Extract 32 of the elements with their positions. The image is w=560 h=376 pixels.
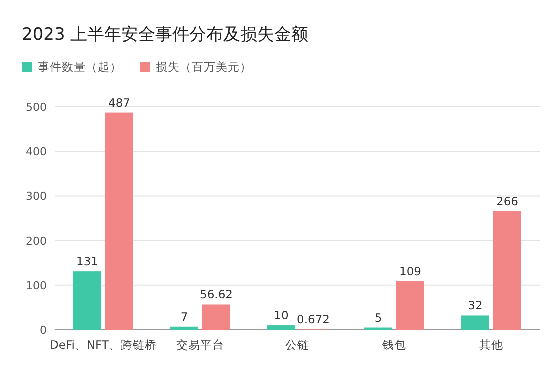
x-tick-label: 公链 bbox=[286, 338, 310, 352]
bar bbox=[202, 304, 230, 330]
data-label: 131 bbox=[76, 254, 98, 269]
x-tick-label: 其他 bbox=[480, 338, 504, 352]
bar bbox=[396, 281, 424, 330]
y-tick-label: 300 bbox=[26, 190, 47, 204]
data-label: 0.672 bbox=[297, 312, 330, 327]
y-tick-label: 0 bbox=[40, 324, 47, 337]
bar bbox=[74, 272, 102, 330]
data-label: 7 bbox=[180, 310, 188, 324]
data-label: 109 bbox=[400, 264, 422, 278]
chart-title: 2023 上半年安全事件分布及损失金额 bbox=[22, 25, 309, 45]
bar bbox=[170, 326, 198, 330]
bar bbox=[462, 316, 490, 330]
data-label: 5 bbox=[374, 310, 382, 325]
bar bbox=[494, 211, 522, 330]
legend-label: 损失（百万美元） bbox=[156, 60, 252, 74]
y-tick-label: 400 bbox=[26, 146, 47, 159]
x-tick-label: 钱包 bbox=[382, 338, 406, 352]
bar bbox=[106, 112, 134, 330]
x-tick-label: DeFi、NFT、跨链桥 bbox=[50, 338, 157, 352]
data-label: 32 bbox=[468, 298, 483, 313]
y-tick-label: 500 bbox=[26, 101, 47, 114]
y-tick-label: 100 bbox=[26, 279, 47, 292]
data-label: 10 bbox=[274, 308, 289, 323]
data-label: 56.62 bbox=[200, 288, 233, 302]
data-label: 266 bbox=[496, 194, 518, 208]
y-tick-label: 200 bbox=[26, 234, 47, 248]
legend-label: 事件数量（起） bbox=[38, 60, 122, 74]
x-tick-label: 交易平台 bbox=[176, 338, 224, 352]
data-label: 487 bbox=[108, 96, 130, 110]
bar bbox=[268, 326, 296, 330]
